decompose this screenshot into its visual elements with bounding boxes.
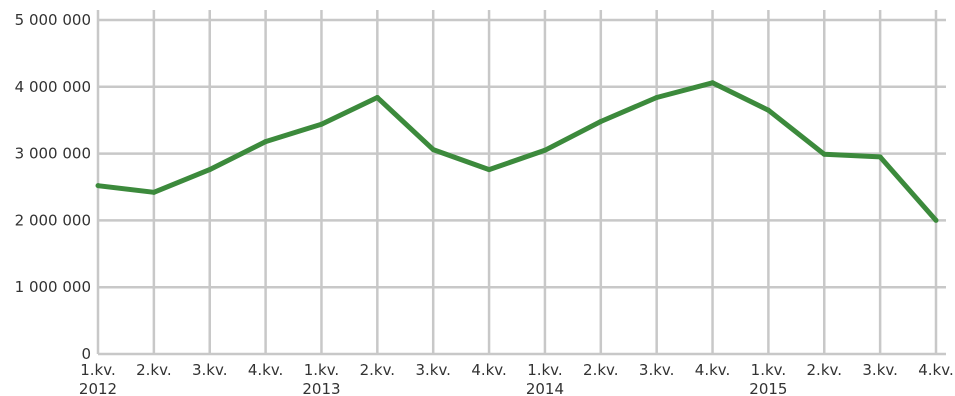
x-tick-label: 3.kv.: [862, 361, 897, 379]
x-tick-label: 1.kv.: [80, 361, 115, 379]
x-tick-label: 2.kv.: [136, 361, 171, 379]
data-point: [542, 147, 548, 153]
x-tick-label: 4.kv.: [695, 361, 730, 379]
x-group-label: 2014: [526, 380, 564, 396]
x-tick-label: 4.kv.: [471, 361, 506, 379]
x-group-label: 2013: [302, 380, 340, 396]
data-point: [95, 183, 101, 189]
x-tick-label: 1.kv.: [527, 361, 562, 379]
data-point: [263, 139, 269, 145]
x-tick-label: 3.kv.: [192, 361, 227, 379]
y-tick-label: 0: [81, 345, 91, 363]
data-point: [821, 151, 827, 157]
x-tick-label: 2.kv.: [807, 361, 842, 379]
data-point: [710, 80, 716, 86]
series-layer: [95, 80, 939, 223]
x-group-label: 2012: [79, 380, 117, 396]
x-tick-label: 4.kv.: [248, 361, 283, 379]
series-line: [97, 80, 938, 223]
data-point: [207, 167, 213, 173]
data-point: [486, 167, 492, 173]
data-point: [374, 94, 380, 100]
x-tick-label: 2.kv.: [360, 361, 395, 379]
data-point: [877, 154, 883, 160]
x-tick-label: 2.kv.: [583, 361, 618, 379]
grid: [96, 10, 946, 356]
y-tick-label: 4 000 000: [15, 78, 91, 96]
x-group-label: 2015: [749, 380, 787, 396]
axis-labels: 0 1 000 000 2 000 000 3 000 000 4 000 000 5 0…: [15, 11, 954, 396]
data-point: [933, 217, 939, 223]
data-point: [151, 189, 157, 195]
y-tick-label: 1 000 000: [15, 278, 91, 296]
x-tick-label: 3.kv.: [639, 361, 674, 379]
data-point: [318, 121, 324, 127]
data-point: [430, 147, 436, 153]
y-tick-label: 3 000 000: [15, 145, 91, 163]
x-tick-label: 1.kv.: [751, 361, 786, 379]
y-tick-label: 5 000 000: [15, 11, 91, 29]
x-tick-label: 1.kv.: [304, 361, 339, 379]
x-tick-label: 4.kv.: [918, 361, 953, 379]
data-point: [765, 107, 771, 113]
y-tick-label: 2 000 000: [15, 211, 91, 229]
data-point: [654, 94, 660, 100]
x-tick-label: 3.kv.: [415, 361, 450, 379]
data-point: [598, 119, 604, 125]
